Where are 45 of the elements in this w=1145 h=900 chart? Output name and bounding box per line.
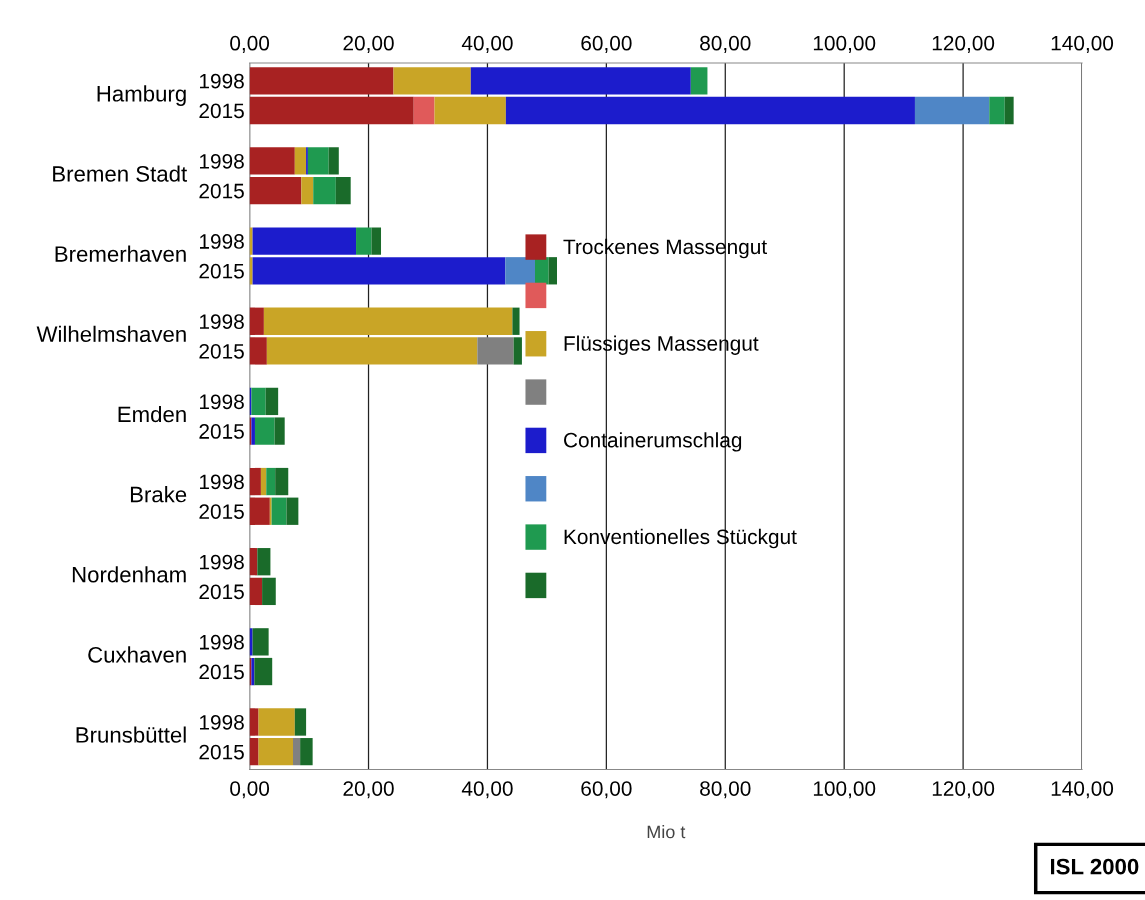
y-tick-label: 2015: [199, 504, 244, 519]
x2-tick-label: 120,00: [932, 781, 995, 799]
y-tick-label: 2015: [199, 664, 244, 680]
x2-tick-label: 140,00: [1051, 781, 1114, 799]
y-tick-label: 2015: [199, 183, 244, 199]
text: Brake: [130, 486, 187, 503]
y-tick-label: 1998: [200, 715, 244, 730]
x-tick-label: 60,00: [581, 35, 632, 54]
y-tick-label: 1998: [200, 234, 244, 249]
x-tick-label: 80,00: [700, 35, 751, 54]
text: Brunsbüttel: [76, 726, 186, 743]
text: Nordenham: [72, 566, 186, 583]
x2-tick-label: 0,00: [230, 781, 270, 799]
x-tick-label: 100,00: [813, 35, 876, 54]
y-tick-label: 2015: [199, 584, 244, 600]
y-tick-label: 1998: [200, 73, 244, 89]
text: Hamburg: [97, 85, 186, 107]
x2-tick-label: 20,00: [343, 781, 394, 799]
y-tick-label: 2015: [199, 263, 244, 279]
y-tick-label: 1998: [200, 474, 244, 490]
x-tick-label: 40,00: [461, 35, 513, 54]
x-axis-title: Mio t: [647, 825, 686, 839]
y-tick-label: 1998: [200, 634, 244, 650]
y-tick-label: 1998: [200, 153, 244, 169]
text: Emden: [118, 405, 186, 423]
x2-tick-label: 60,00: [581, 781, 632, 799]
y-tick-label: 2015: [199, 343, 244, 359]
x-tick-label: 0,00: [230, 35, 270, 54]
text: Bremen Stadt: [53, 165, 188, 182]
y-tick-label: 1998: [200, 554, 244, 570]
text: Bremerhaven: [55, 245, 186, 262]
x-tick-label: 140,00: [1051, 35, 1114, 54]
y-tick-label: 1998: [200, 314, 244, 330]
y-tick-label: 1998: [200, 394, 244, 410]
x2-tick-label: 80,00: [700, 781, 751, 799]
x2-tick-label: 100,00: [813, 781, 876, 799]
text: Cuxhaven: [88, 646, 186, 663]
y-tick-label: 2015: [199, 424, 244, 439]
text: Wilhelmshaven: [36, 325, 186, 343]
text: ISL 2000: [1050, 858, 1139, 875]
x2-tick-label: 40,00: [461, 781, 513, 799]
y-tick-label: 2015: [199, 103, 244, 119]
y-tick-label: 2015: [199, 744, 244, 760]
x-tick-label: 20,00: [343, 35, 394, 54]
x-tick-label: 120,00: [932, 35, 995, 54]
